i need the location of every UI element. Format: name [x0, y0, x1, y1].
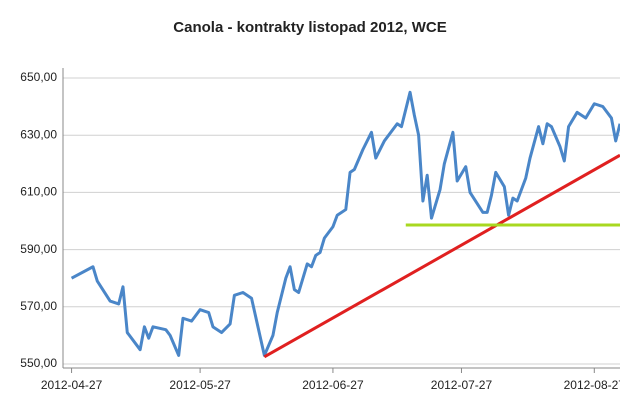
- chart-title: Canola - kontrakty listopad 2012, WCE: [173, 19, 446, 36]
- x-tick-label: 2012-08-27: [564, 378, 620, 392]
- y-tick-label: 590,00: [20, 242, 57, 256]
- y-tick-label: 630,00: [20, 127, 57, 141]
- trend-line: [263, 153, 620, 359]
- y-tick-label: 570,00: [20, 299, 57, 313]
- x-tick-label: 2012-07-27: [431, 378, 493, 392]
- y-tick-label: 610,00: [20, 185, 57, 199]
- x-tick-label: 2012-06-27: [302, 378, 364, 392]
- series-line: [70, 90, 620, 357]
- x-tick-label: 2012-05-27: [169, 378, 231, 392]
- x-tick-label: 2012-04-27: [41, 378, 103, 392]
- y-tick-label: 550,00: [20, 356, 57, 370]
- y-tick-label: 650,00: [20, 70, 57, 84]
